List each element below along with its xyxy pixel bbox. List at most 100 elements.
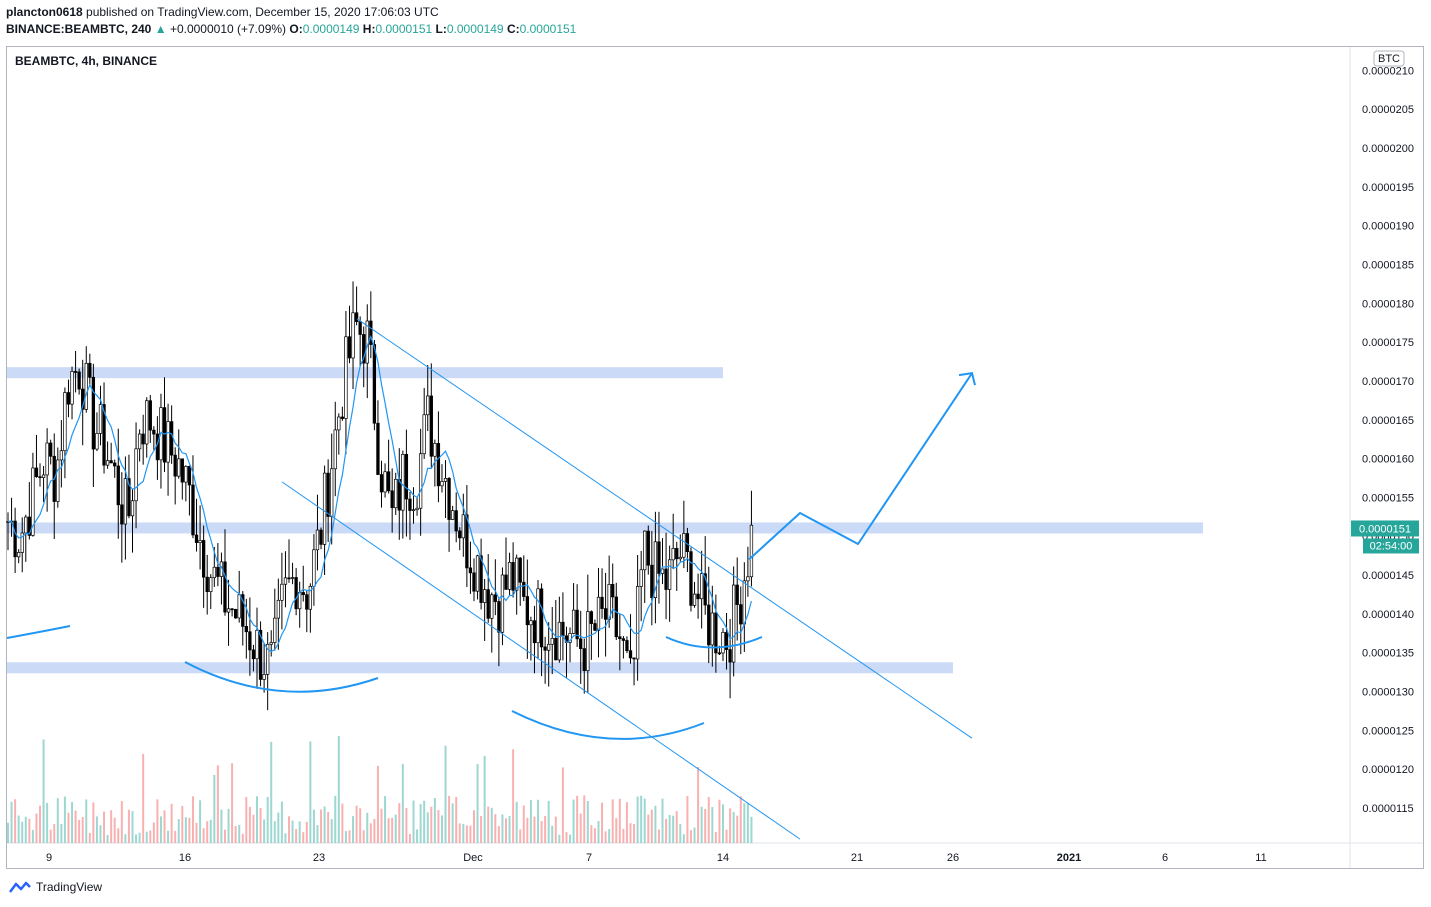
volume-bar (430, 806, 433, 843)
projection-arrow-icon (958, 372, 976, 386)
volume-bar (359, 808, 362, 843)
y-tick-label: 0.0000120 (1362, 764, 1414, 776)
candle-up (20, 532, 24, 553)
candle-down (689, 551, 693, 606)
volume-bar (704, 809, 707, 843)
volume-bar (376, 765, 379, 843)
candle-up (415, 507, 419, 511)
candle-down (223, 561, 227, 613)
candle-down (27, 516, 31, 536)
close-value: 0.0000151 (519, 22, 577, 36)
candle-down (38, 476, 42, 479)
candle-down (458, 530, 462, 539)
volume-bar (451, 803, 454, 843)
candle-down (614, 596, 618, 638)
y-tick-label: 0.0000165 (1362, 415, 1414, 427)
volume-bar (42, 739, 45, 843)
support-resistance-zone (7, 367, 723, 379)
volume-bar (661, 798, 664, 843)
high-value: 0.0000151 (375, 22, 433, 36)
volume-bar (423, 800, 426, 843)
candle-down (447, 478, 451, 520)
volume-bar (127, 809, 130, 843)
x-tick-label: 21 (851, 852, 863, 864)
volume-bar (668, 814, 671, 843)
candle-up (95, 433, 99, 450)
volume-bar (199, 800, 202, 843)
candle-up (283, 577, 288, 585)
volume-bar (401, 763, 404, 843)
volume-bar (739, 796, 742, 843)
volume-bar (433, 798, 436, 843)
candle-down (589, 611, 594, 624)
tradingview-footer[interactable]: TradingView (8, 880, 102, 894)
volume-bar (113, 817, 116, 843)
candle-down (703, 573, 707, 606)
close-label: C: (506, 22, 520, 36)
candle-down (152, 429, 156, 435)
candle-up (198, 540, 202, 543)
candle-down (696, 593, 700, 600)
volume-bar (569, 834, 572, 843)
volume-bar (554, 816, 557, 843)
volume-bar (71, 801, 74, 843)
candle-down (522, 581, 526, 597)
volume-bars (7, 735, 753, 843)
chart-frame (6, 46, 1424, 869)
candle-down (579, 638, 583, 649)
volume-bar (700, 806, 703, 843)
volume-bar (590, 825, 593, 843)
candle-down (180, 458, 184, 483)
volume-bar (46, 802, 49, 843)
y-tick-label: 0.0000170 (1362, 376, 1414, 388)
volume-bar (611, 799, 614, 843)
candle-down (354, 312, 359, 322)
candle-up (483, 589, 487, 603)
candle-down (66, 392, 71, 405)
candle-up (269, 642, 273, 645)
volume-bar (384, 796, 387, 843)
volume-bar (320, 809, 323, 843)
open-value: 0.0000149 (302, 22, 360, 36)
candle-down (468, 567, 473, 574)
volume-bar (544, 815, 547, 843)
volume-bar (604, 831, 607, 843)
arc-left (6, 625, 71, 639)
candle-down (77, 371, 81, 390)
candle-down (116, 465, 120, 506)
volume-bar (408, 834, 411, 843)
candle-down (369, 320, 373, 345)
volume-bar (316, 825, 319, 843)
ohlc-legend: BINANCE:BEAMBTC, 240 ▲ +0.0000010 (+7.09… (6, 22, 576, 36)
volume-bar (295, 829, 298, 843)
y-tick-label: 0.0000140 (1362, 609, 1414, 621)
volume-bar (565, 832, 568, 843)
volume-bar (636, 796, 639, 843)
candle-down (717, 652, 722, 655)
volume-bar (501, 814, 504, 843)
candle-down (739, 604, 743, 625)
volume-bar (181, 806, 184, 843)
volume-bar (288, 816, 291, 843)
candle-down (525, 596, 529, 626)
candle-down (625, 640, 629, 652)
volume-bar (601, 802, 604, 843)
candle-up (426, 395, 430, 416)
candle-up (550, 638, 554, 645)
candle-up (596, 596, 601, 631)
candle-down (248, 631, 252, 651)
volume-bar (743, 803, 746, 843)
volume-bar (732, 811, 735, 843)
publisher-name[interactable]: plancton0618 (6, 5, 83, 19)
volume-bar (419, 804, 422, 843)
volume-bar (469, 825, 472, 843)
candle-down (191, 484, 195, 536)
x-tick-label: 26 (947, 852, 959, 864)
volume-bar (380, 808, 383, 843)
volume-bar (220, 809, 223, 843)
volume-bar (323, 806, 326, 843)
y-tick-label: 0.0000115 (1362, 803, 1413, 815)
price-change: +0.0000010 (+7.09%) (169, 22, 287, 36)
volume-bar (551, 825, 554, 843)
